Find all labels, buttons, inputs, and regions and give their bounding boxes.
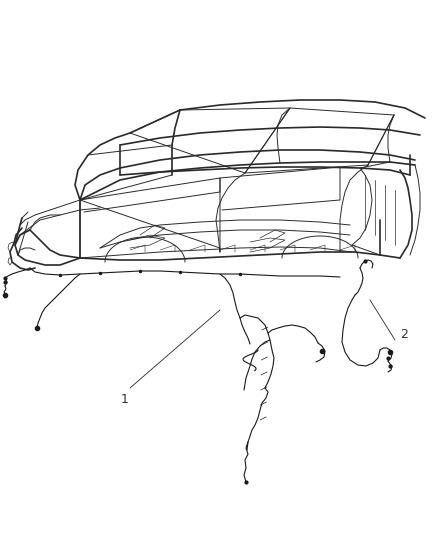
- Text: 1: 1: [121, 393, 129, 406]
- Text: 2: 2: [400, 328, 408, 342]
